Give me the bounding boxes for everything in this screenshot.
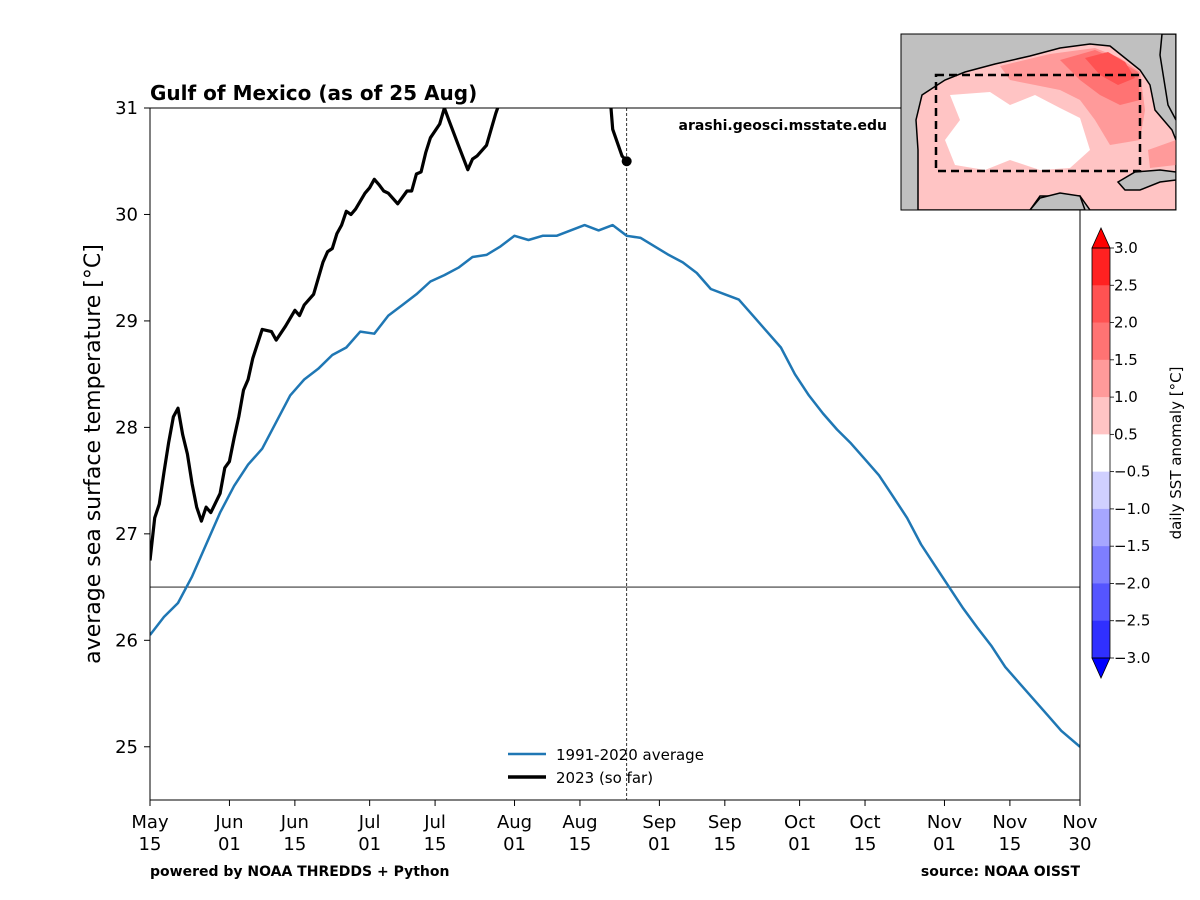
x-axis: May15Jun01Jun15Jul01Jul15Aug01Aug15Sep01… xyxy=(131,800,1098,855)
florida-land xyxy=(1159,34,1176,121)
colorbar-extend-max xyxy=(1091,227,1111,249)
y-axis: 25 26 27 28 29 30 31 xyxy=(115,98,150,758)
cuba-land xyxy=(1116,169,1176,191)
x-tick-label-month: Aug xyxy=(562,812,597,833)
y-tick-label: 31 xyxy=(115,98,138,119)
colorbar-band xyxy=(1092,471,1110,510)
x-tick-label-day: 01 xyxy=(358,834,381,855)
series-line-average xyxy=(150,223,1080,748)
x-tick-label-day: 15 xyxy=(424,834,447,855)
colorbar-band xyxy=(1092,322,1110,361)
colorbar: 3.0 2.5 2.0 1.5 1.0 0.5 −0.5 −1.0 −1.5 −2.0 −2.5 −3… xyxy=(1091,227,1150,679)
y-tick-label: 25 xyxy=(115,737,138,758)
x-tick-label-day: 15 xyxy=(854,834,877,855)
anomaly-patch-white xyxy=(945,92,1090,170)
x-tick-label-month: Jun xyxy=(280,812,309,833)
colorbar-band xyxy=(1092,546,1110,584)
x-tick-label-day: 30 xyxy=(1069,834,1092,855)
yucatan-land xyxy=(1029,192,1086,210)
y-tick-label: 26 xyxy=(115,630,138,651)
x-tick-label-day: 15 xyxy=(713,834,736,855)
x-tick-label-day: 01 xyxy=(648,834,671,855)
plot-frame xyxy=(149,107,1081,801)
colorbar-tick-label: −2.5 xyxy=(1114,612,1150,630)
colorbar-label: daily SST anomaly [°C] xyxy=(1167,367,1185,540)
x-tick-label-day: 15 xyxy=(998,834,1021,855)
x-tick-label-day: 01 xyxy=(218,834,241,855)
colorbar-tick-label: 2.0 xyxy=(1114,314,1138,332)
y-tick-label: 27 xyxy=(115,524,138,545)
colorbar-frame xyxy=(1091,247,1111,659)
colorbar-band xyxy=(1092,583,1110,622)
colorbar-band xyxy=(1092,248,1110,286)
y-axis-label: average sea surface temperature [°C] xyxy=(81,244,106,664)
x-tick-label-month: Jul xyxy=(423,812,446,833)
legend-label-2023: 2023 (so far) xyxy=(556,769,653,787)
x-tick-label-month: Nov xyxy=(992,812,1027,833)
anomaly-patch-3 xyxy=(1085,52,1135,85)
colorbar-band xyxy=(1092,285,1110,324)
colorbar-extend-min xyxy=(1091,657,1111,679)
x-tick-label-month: Jun xyxy=(214,812,243,833)
colorbar-tick-label: −1.0 xyxy=(1114,500,1150,518)
x-tick-label-day: 15 xyxy=(139,834,162,855)
chart-title: Gulf of Mexico (as of 25 Aug) xyxy=(150,81,477,105)
current-value-marker xyxy=(621,156,632,167)
legend: 1991-2020 average 2023 (so far) xyxy=(508,746,704,787)
colorbar-tick-label: −1.5 xyxy=(1114,537,1150,555)
anomaly-patch-east xyxy=(1148,140,1176,168)
colorbar-tick-label: −2.0 xyxy=(1114,574,1150,592)
colorbar-band xyxy=(1092,397,1110,435)
colorbar-band xyxy=(1092,508,1110,547)
x-tick-label-month: Oct xyxy=(849,812,880,833)
colorbar-band xyxy=(1092,434,1110,473)
x-tick-label-month: May xyxy=(131,812,169,833)
colorbar-tick-label: 1.0 xyxy=(1114,388,1138,406)
x-tick-label-month: Oct xyxy=(784,812,815,833)
inset-map xyxy=(900,33,1177,211)
x-tick-label-month: Nov xyxy=(927,812,962,833)
footer-left: powered by NOAA THREDDS + Python xyxy=(150,864,449,880)
averaging-region-box xyxy=(934,73,1142,173)
x-tick-label-day: 01 xyxy=(788,834,811,855)
credit-text: arashi.geosci.msstate.edu xyxy=(679,118,887,134)
y-tick-label: 29 xyxy=(115,311,138,332)
legend-label-average: 1991-2020 average xyxy=(556,746,704,764)
x-tick-label-day: 15 xyxy=(283,834,306,855)
x-tick-label-month: Nov xyxy=(1062,812,1097,833)
colorbar-tick-label: −3.0 xyxy=(1114,649,1150,667)
x-tick-label-month: Aug xyxy=(497,812,532,833)
x-tick-label-month: Sep xyxy=(708,812,742,833)
y-tick-label: 28 xyxy=(115,417,138,438)
colorbar-band xyxy=(1092,620,1110,659)
colorbar-tick-label: 0.5 xyxy=(1114,425,1138,443)
inset-map-frame xyxy=(900,33,1177,211)
x-tick-label-month: Jul xyxy=(358,812,381,833)
x-tick-label-day: 15 xyxy=(568,834,591,855)
colorbar-tick-label: −0.5 xyxy=(1114,463,1150,481)
colorbar-band xyxy=(1092,359,1110,398)
colorbar-tick-label: 1.5 xyxy=(1114,351,1138,369)
x-tick-label-day: 01 xyxy=(503,834,526,855)
y-tick-label: 30 xyxy=(115,204,138,225)
series-line-2023 xyxy=(150,108,628,561)
x-tick-label-month: Sep xyxy=(642,812,676,833)
colorbar-tick-label: 3.0 xyxy=(1114,239,1138,257)
colorbar-tick-label: 2.5 xyxy=(1114,276,1138,294)
x-tick-label-day: 01 xyxy=(933,834,956,855)
footer-right: source: NOAA OISST xyxy=(921,864,1081,880)
